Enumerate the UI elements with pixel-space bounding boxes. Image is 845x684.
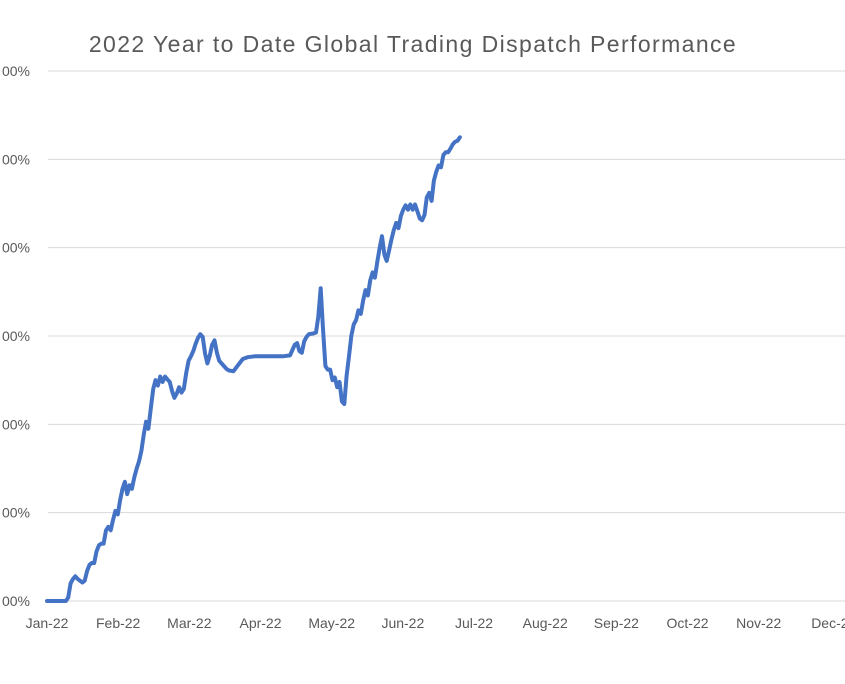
y-tick-label: 00% [2,328,30,344]
x-tick-label: Oct-22 [667,615,709,631]
gridlines [48,70,845,602]
y-axis-labels: 00% 00% 00% 00% 00% 00% 00% [2,63,30,609]
y-tick-label: 00% [2,240,30,256]
x-tick-label: Jan-22 [26,615,69,631]
x-axis-labels: Jan-22 Feb-22 Mar-22 Apr-22 May-22 Jun-22 Jul-… [26,615,845,631]
performance-line-series [45,135,462,603]
x-tick-label: Nov-22 [736,615,781,631]
y-tick-label: 00% [2,593,30,609]
x-tick-label: Jun-22 [381,615,424,631]
y-tick-label: 00% [2,505,30,521]
x-tick-label: May-22 [308,615,355,631]
x-tick-label: Mar-22 [167,615,212,631]
x-tick-label: Sep-22 [594,615,639,631]
y-tick-label: 00% [2,416,30,432]
x-tick-label: Jul-22 [455,615,493,631]
chart-title: 2022 Year to Date Global Trading Dispatc… [89,31,737,57]
x-tick-label: Feb-22 [96,615,141,631]
y-tick-label: 00% [2,151,30,167]
y-tick-label: 00% [2,63,30,79]
x-tick-label: Apr-22 [239,615,281,631]
x-tick-label: Dec-2 [811,615,845,631]
x-tick-label: Aug-22 [523,615,568,631]
